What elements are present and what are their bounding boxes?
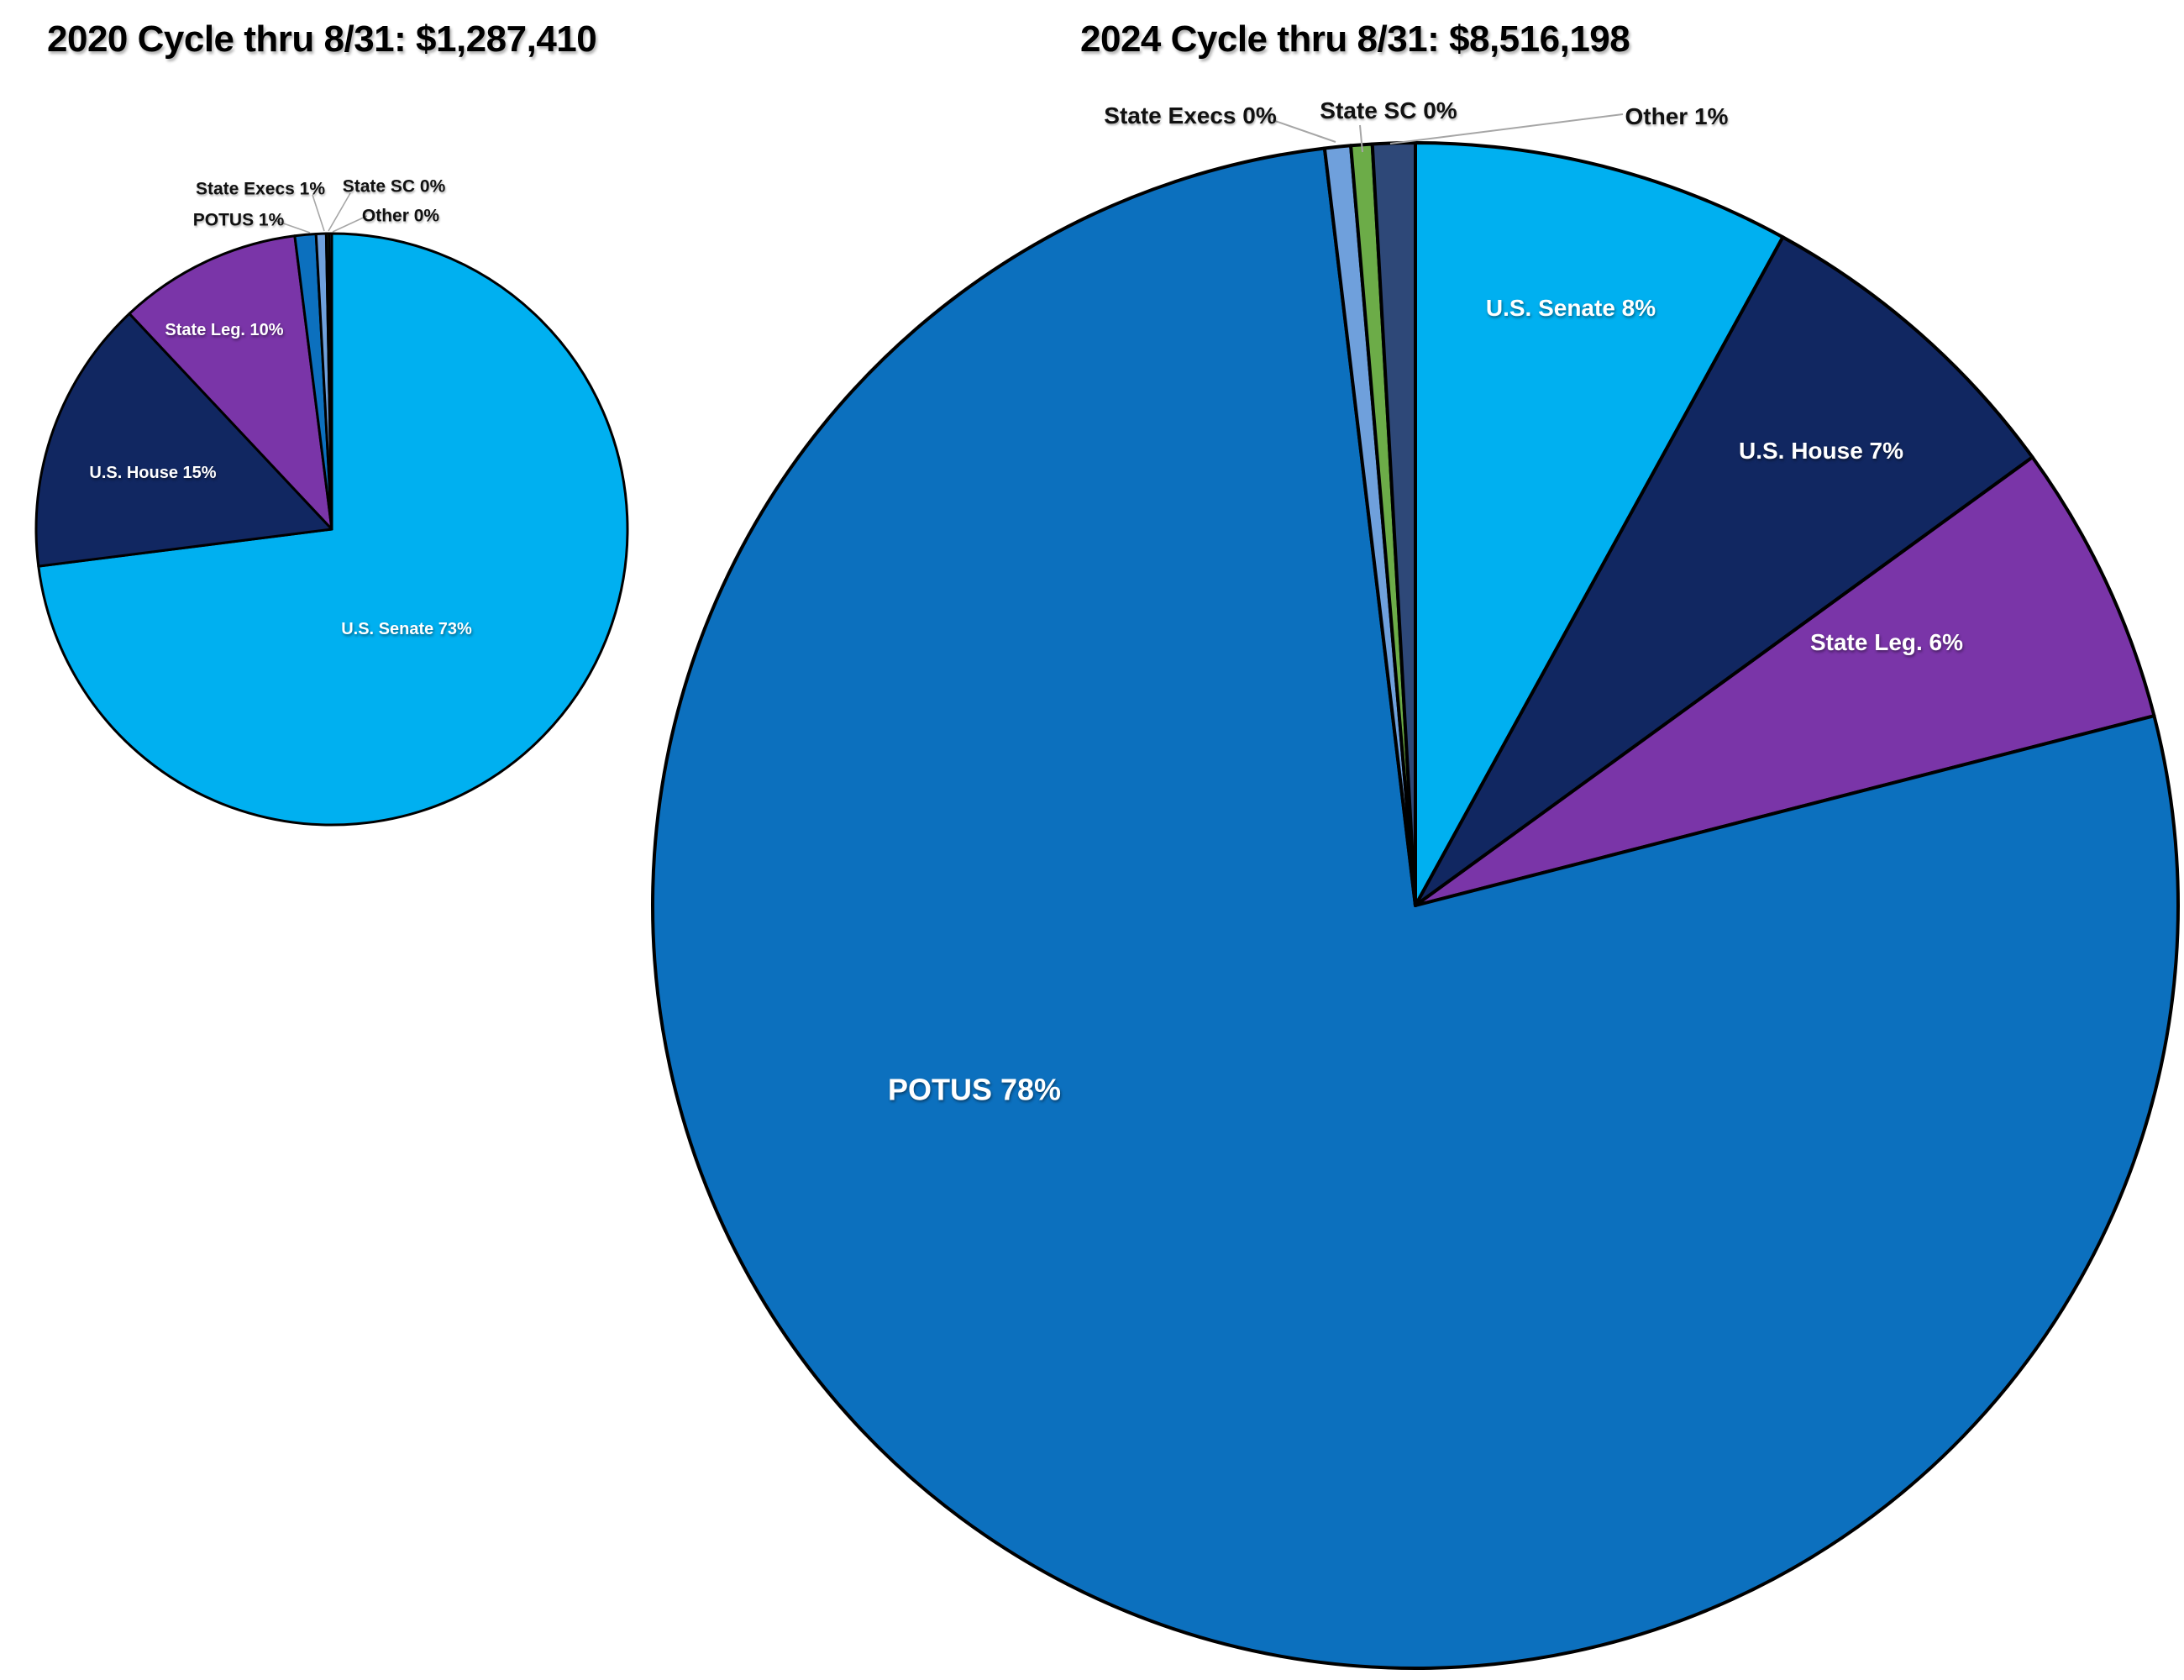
pie-cycle-2024-slice-potus [651,146,2180,1670]
pie-cycle-2024: U.S. Senate 8% U.S. House 7% State Leg. 6%… [651,97,2180,1670]
pie-cycle-2020-label-state-leg-10: State Leg. 10% [165,321,283,339]
pie-cycle-2020-slice-state-leg [128,234,333,531]
pie-cycle-2024-label-potus-78: POTUS 78% [888,1073,1061,1107]
pie-cycle-2020-label-u-s-senate-73: U.S. Senate 73% [341,620,472,638]
pie-cycle-2024-slice-u-s-house [1414,235,2034,907]
pie-cycle-2024-label-state-leg-6: State Leg. 6% [1810,629,1963,655]
pie-cycle-2020-leader-line-2 [328,192,351,232]
pie-cycle-2020-slice-other [328,232,333,531]
pie-cycle-2020-label-potus-1: POTUS 1% [193,210,285,229]
pie-cycle-2024-leader-line-2 [1389,113,1624,144]
pie-cycle-2020-label-u-s-house-15: U.S. House 15% [89,464,216,482]
pie-cycle-2020-leader-line-0 [276,220,311,234]
pie-cycle-2024-label-u-s-house-7: U.S. House 7% [1739,438,1903,464]
pie-cycle-2020-leader-line-1 [312,194,325,232]
pie-cycle-2024-label-state-sc-0: State SC 0% [1320,97,1457,123]
pie-cycle-2020: U.S. Senate 73% U.S. House 15% State Leg. … [34,176,629,827]
pie-cycle-2020-slice-u-s-house [34,312,333,568]
pie-cycle-2020-label-other-0: Other 0% [362,206,440,225]
pie-cycle-2020-label-state-sc-0: State SC 0% [343,176,446,196]
chart-title-2020-cycle: 2020 Cycle thru 8/31: $1,287,410 [47,18,597,60]
pie-cycle-2024-slice-u-s-senate [1414,141,1785,907]
pie-cycle-2024-label-u-s-senate-8: U.S. Senate 8% [1486,295,1656,321]
chart-title-2024-cycle: 2024 Cycle thru 8/31: $8,516,198 [1080,18,1630,60]
pie-cycle-2024-leader-line-1 [1359,124,1363,153]
pie-cycle-2024-leader-line-0 [1272,119,1336,143]
pie-cycle-2024-slice-state-leg [1414,455,2156,907]
pie-cycle-2020-label-state-execs-1: State Execs 1% [196,179,325,198]
pie-cycle-2024-label-state-execs-0: State Execs 0% [1104,102,1277,129]
pie-cycle-2020-leader-line-3 [332,215,368,233]
pie-cycle-2024-label-other-1: Other 1% [1625,103,1729,129]
